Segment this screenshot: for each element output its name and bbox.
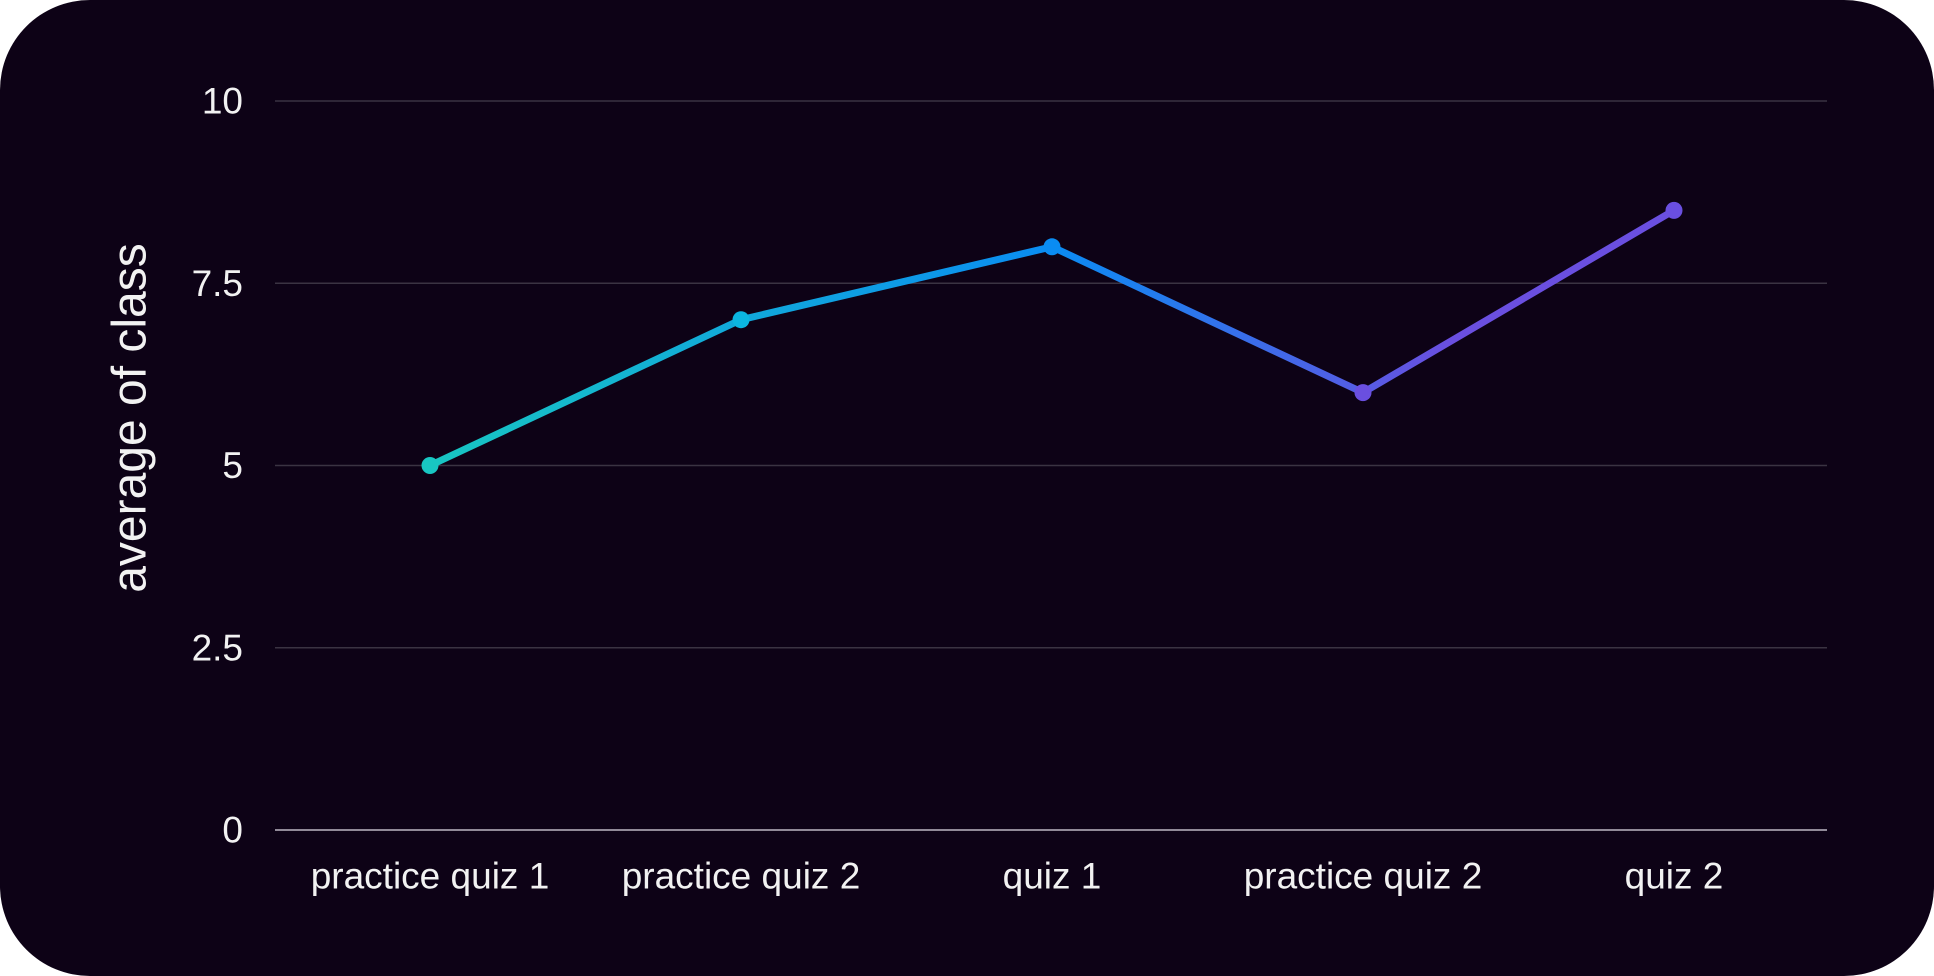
grid-lines bbox=[275, 100, 1827, 831]
x-axis-ticks: practice quiz 1 practice quiz 2 quiz 1 prac… bbox=[311, 856, 1724, 897]
y-tick-label: 10 bbox=[202, 81, 243, 122]
data-point[interactable] bbox=[732, 311, 750, 329]
x-tick-label: practice quiz 1 bbox=[311, 856, 550, 897]
data-point[interactable] bbox=[1354, 384, 1372, 402]
x-tick-label: practice quiz 2 bbox=[622, 856, 861, 897]
y-axis-ticks: 0 2.5 5 7.5 10 bbox=[192, 81, 243, 851]
x-tick-label: quiz 1 bbox=[1003, 856, 1102, 897]
x-tick-label: practice quiz 2 bbox=[1244, 856, 1483, 897]
data-point[interactable] bbox=[421, 457, 439, 474]
y-axis-label: average of class bbox=[104, 243, 157, 593]
y-tick-label: 0 bbox=[222, 810, 243, 851]
x-tick-label: quiz 2 bbox=[1625, 856, 1724, 897]
y-tick-label: 5 bbox=[222, 445, 243, 486]
y-tick-label: 2.5 bbox=[192, 627, 243, 668]
data-point[interactable] bbox=[1043, 238, 1061, 256]
y-tick-label: 7.5 bbox=[192, 263, 243, 304]
series-average bbox=[421, 201, 1683, 474]
data-point[interactable] bbox=[1665, 201, 1683, 219]
